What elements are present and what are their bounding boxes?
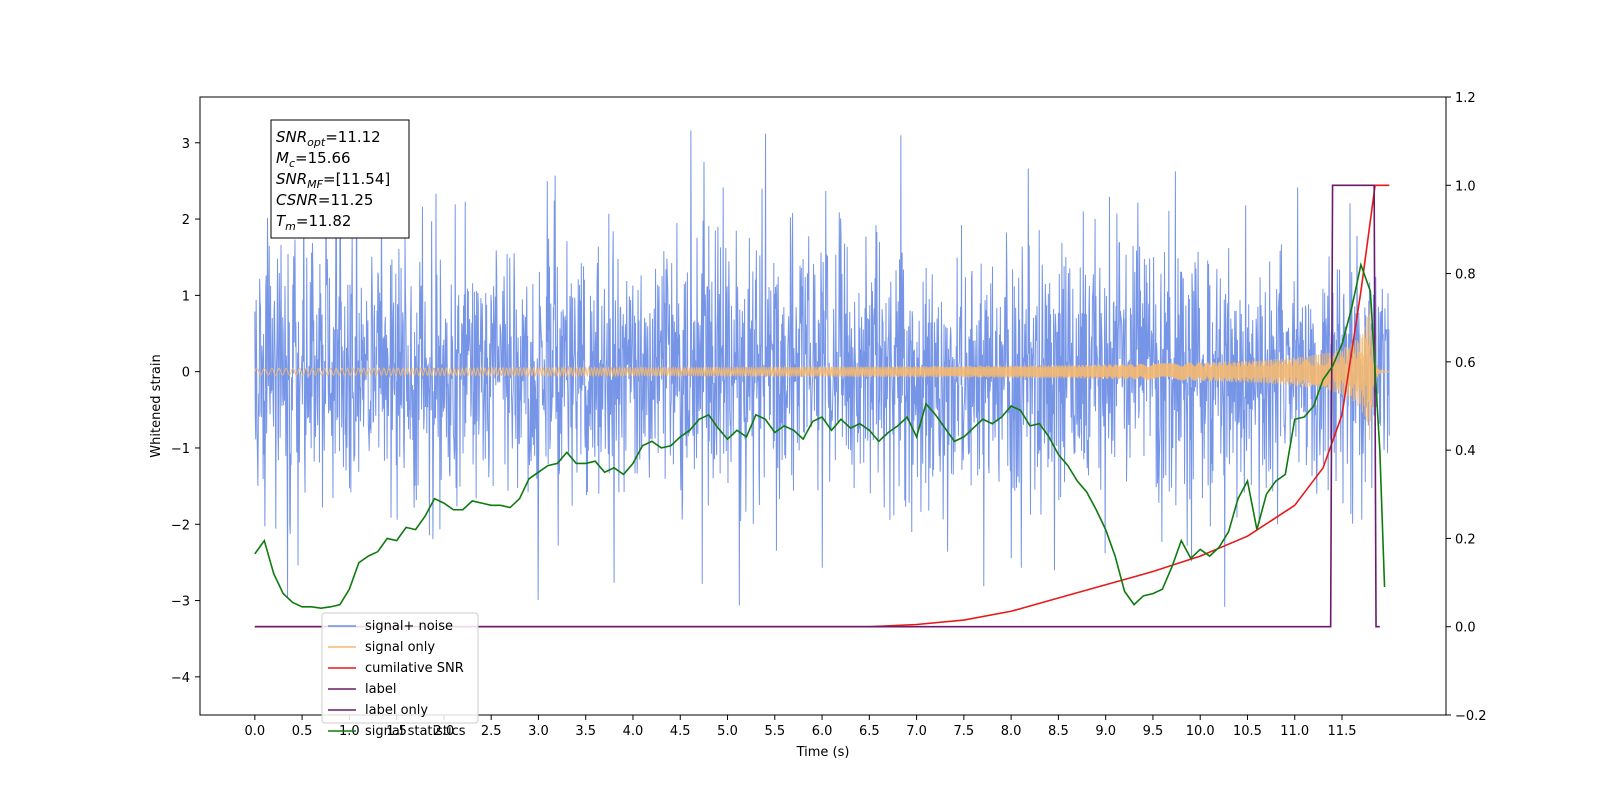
- legend-label: signal+ noise: [365, 619, 453, 634]
- y-right-tick-label: 1.2: [1455, 91, 1476, 106]
- y-right-tick-label: 0.8: [1455, 268, 1476, 283]
- y-left-tick-label: 0: [182, 366, 190, 381]
- x-tick-label: 5.0: [717, 724, 738, 739]
- x-tick-label: 6.0: [812, 724, 833, 739]
- legend-label: label: [365, 682, 396, 697]
- annotation-line: Mc=15.66: [276, 149, 351, 170]
- x-tick-label: 10.0: [1186, 724, 1215, 739]
- legend-label: signal statistics: [365, 724, 466, 739]
- x-tick-label: 3.0: [528, 724, 549, 739]
- y-left-tick-label: −2: [171, 518, 190, 533]
- x-tick-label: 0.5: [292, 724, 313, 739]
- x-tick-label: 3.5: [575, 724, 596, 739]
- annotation-symbol: SNR: [276, 128, 307, 146]
- x-tick-label: 0.0: [244, 724, 265, 739]
- y-right-tick-label: 1.0: [1455, 179, 1476, 194]
- x-tick-label: 1.5: [386, 724, 407, 739]
- annotation-symbol: M: [276, 149, 289, 167]
- annotation-symbol: SNR: [276, 170, 307, 188]
- y-left-tick-label: 3: [182, 137, 190, 152]
- annotation-subscript: MF: [307, 178, 323, 191]
- annotation-box: SNRopt=11.12Mc=15.66SNRMF=[11.54]CSNR=11…: [270, 119, 410, 239]
- y-left-tick-label: −1: [171, 442, 190, 457]
- annotation-frame: [270, 119, 410, 239]
- annotation-value: =[11.54]: [323, 170, 390, 188]
- x-tick-label: 11.0: [1280, 724, 1309, 739]
- x-tick-label: 2.5: [481, 724, 502, 739]
- y-axis-right: 1.2 1.0 0.8 0.6 0.4 0.2 0.0 −0.2: [1446, 91, 1487, 724]
- y-left-tick-label: −4: [171, 671, 190, 686]
- legend-label: signal only: [365, 640, 435, 655]
- x-tick-label: 8.0: [1001, 724, 1022, 739]
- y-right-tick-label: 0.6: [1455, 356, 1476, 371]
- annotation-subscript: opt: [307, 136, 326, 149]
- series-signal-noise: [254, 130, 1390, 607]
- x-tick-label: 7.5: [954, 724, 975, 739]
- annotation-value: =11.82: [296, 212, 352, 230]
- y-axis-left: 3 2 1 0 −1 −2 −3 −4: [171, 137, 200, 686]
- y-left-tick-label: 1: [182, 289, 190, 304]
- x-tick-label: 5.5: [764, 724, 785, 739]
- series-cumilative-snr: [254, 184, 1390, 628]
- series-label: [254, 184, 1380, 628]
- x-tick-label: 4.0: [623, 724, 644, 739]
- legend-frame: [321, 612, 479, 724]
- x-tick-label: 9.0: [1095, 724, 1116, 739]
- x-tick-label: 10.5: [1233, 724, 1262, 739]
- annotation-symbol: CSNR: [276, 191, 318, 209]
- annotation-symbol: T: [276, 212, 287, 230]
- annotation-value: =15.66: [295, 149, 351, 167]
- plot-frame: [199, 96, 1447, 716]
- annotation-subscript: m: [285, 220, 296, 233]
- x-tick-label: 6.5: [859, 724, 880, 739]
- x-tick-label: 2.0: [434, 724, 455, 739]
- annotation-value: =11.12: [325, 128, 381, 146]
- x-axis-label: Time (s): [796, 745, 850, 760]
- x-tick-label: 8.5: [1048, 724, 1069, 739]
- annotation-line: SNRopt=11.12: [276, 128, 381, 149]
- series-signal-statistics: [254, 261, 1386, 609]
- plot-lines: [254, 130, 1390, 628]
- annotation-value: =11.25: [318, 191, 374, 209]
- legend-label: label only: [365, 703, 428, 718]
- x-tick-label: 4.5: [670, 724, 691, 739]
- series-signal-only: [254, 304, 1390, 441]
- y-axis-label-left: Whitened strain: [149, 354, 164, 457]
- x-tick-label: 11.5: [1328, 724, 1357, 739]
- y-left-tick-label: −3: [171, 595, 190, 610]
- y-right-tick-label: 0.2: [1455, 532, 1476, 547]
- legend-label: cumilative SNR: [365, 661, 464, 676]
- annotation-line: Tm=11.82: [276, 212, 351, 233]
- y-right-tick-label: 0.4: [1455, 444, 1476, 459]
- y-right-tick-label: −0.2: [1455, 709, 1487, 724]
- x-axis: 0.0 0.5 1.0 1.5 2.0 2.5 3.0 3.5 4.0 4.5 5.0 5.5 6.0 6…: [244, 715, 1356, 739]
- annotation-line: SNRMF=[11.54]: [276, 170, 390, 191]
- annotation-subscript: c: [289, 157, 295, 170]
- annotation-line: CSNR=11.25: [276, 191, 373, 209]
- x-tick-label: 9.5: [1143, 724, 1164, 739]
- x-tick-label: 7.0: [906, 724, 927, 739]
- legend: signal+ noise signal only cumilative SNR la…: [321, 612, 479, 739]
- y-left-tick-label: 2: [182, 213, 190, 228]
- y-right-tick-label: 0.0: [1455, 621, 1476, 636]
